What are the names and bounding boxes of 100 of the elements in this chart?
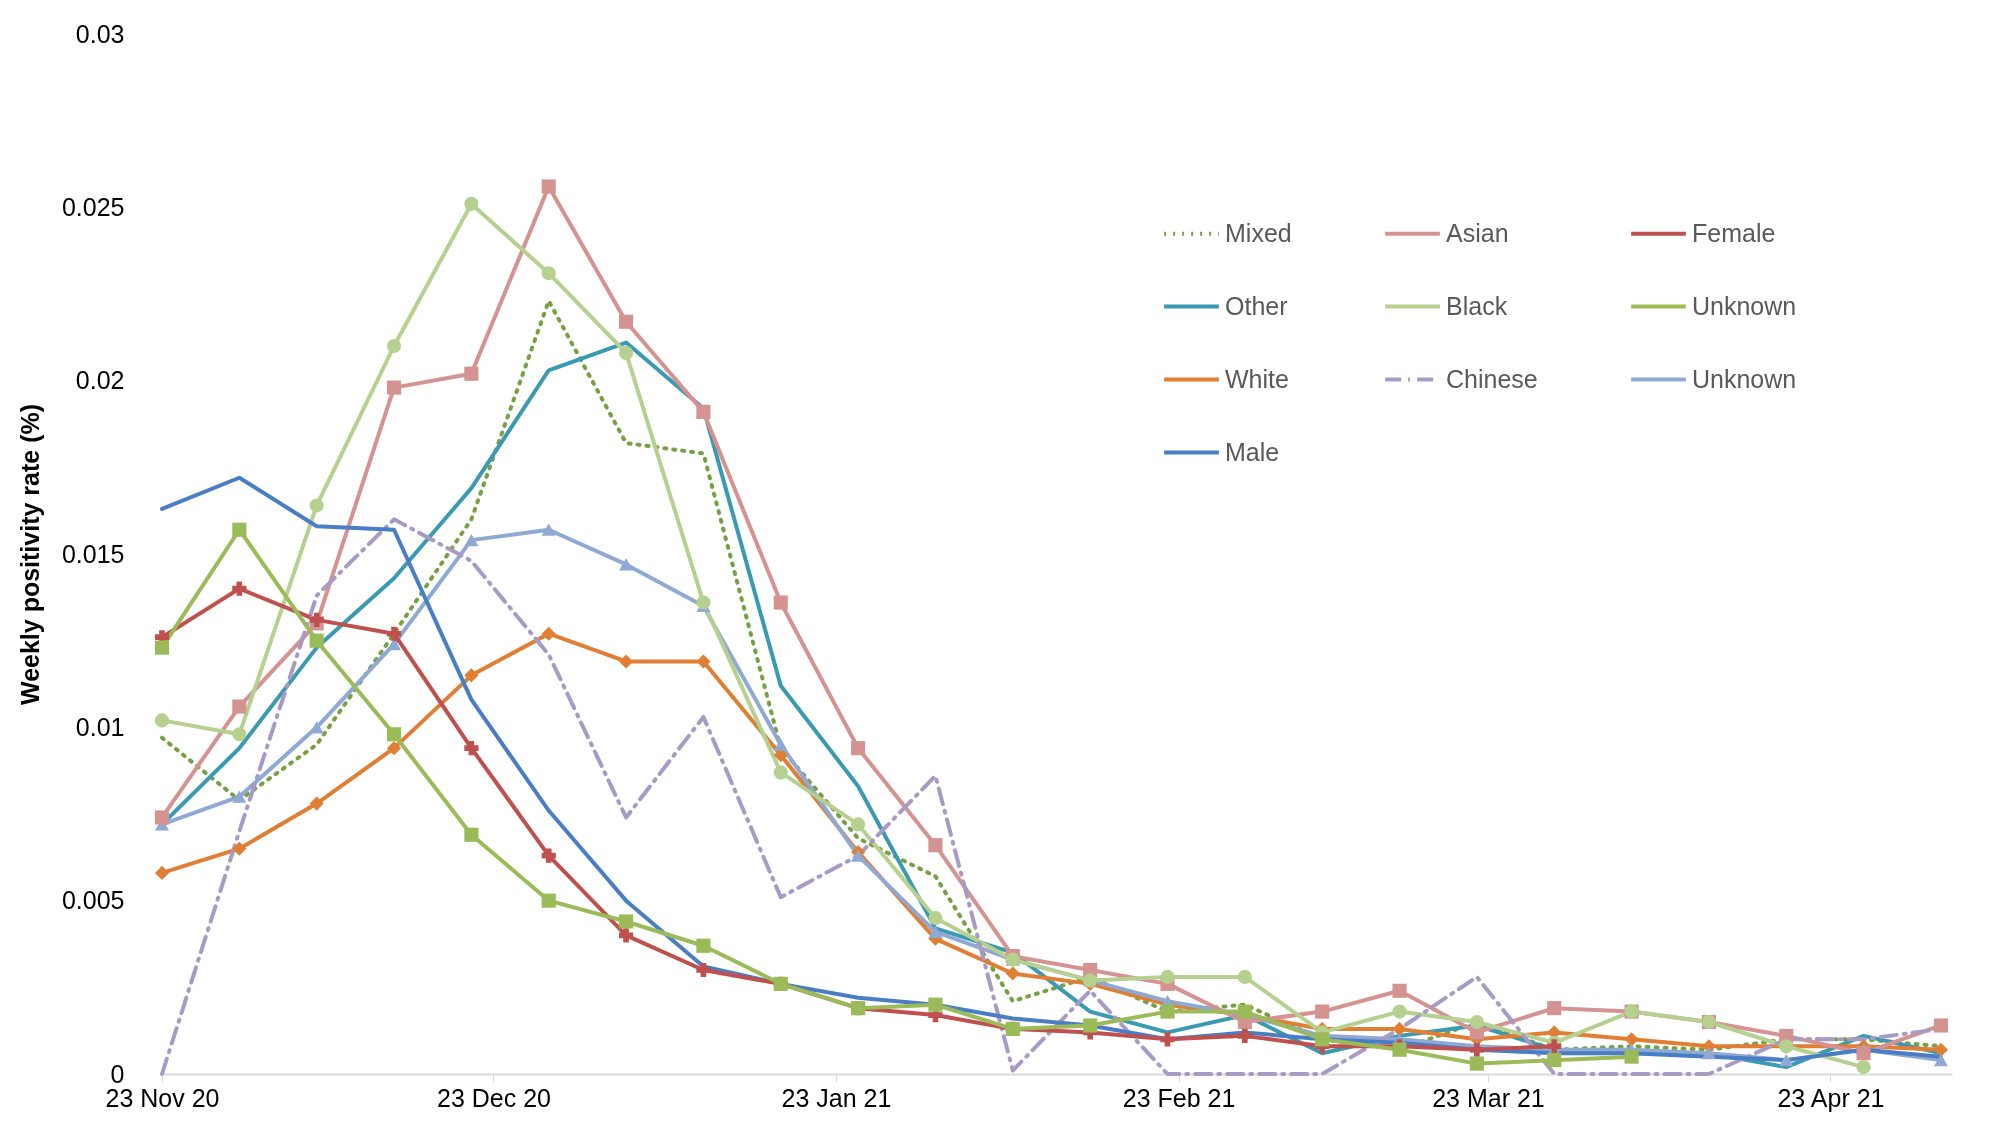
legend-label: Chinese	[1446, 364, 1538, 393]
legend-label: Other	[1225, 291, 1288, 320]
y-tick-label: 0.025	[61, 192, 125, 221]
point	[928, 997, 943, 1012]
point	[386, 741, 402, 756]
point	[928, 838, 943, 853]
point	[619, 914, 634, 929]
legend-label: Asian	[1446, 218, 1509, 247]
point	[309, 498, 324, 513]
point	[309, 612, 324, 627]
point	[1237, 969, 1252, 984]
point	[1315, 1004, 1330, 1019]
point	[619, 345, 634, 360]
point	[1237, 1028, 1252, 1043]
legend-label: White	[1225, 364, 1289, 393]
y-tick-label: 0.005	[61, 886, 125, 915]
point	[1933, 1018, 1949, 1033]
point	[464, 534, 479, 547]
point	[1701, 1047, 1716, 1060]
point	[1392, 1004, 1407, 1019]
point	[1624, 1049, 1639, 1064]
point	[1469, 1056, 1484, 1071]
y-tick-label: 0.03	[75, 19, 125, 48]
point	[773, 738, 788, 751]
point	[386, 727, 402, 742]
legend-label: Female	[1692, 218, 1776, 247]
legend-label: Male	[1225, 437, 1280, 466]
point	[1392, 983, 1407, 998]
point	[154, 865, 170, 880]
point	[541, 893, 556, 908]
point	[541, 179, 556, 194]
point	[154, 810, 170, 825]
point	[1237, 1004, 1252, 1019]
point	[928, 910, 943, 926]
legend-label: Mixed	[1225, 218, 1292, 247]
point	[154, 640, 170, 655]
point	[464, 668, 479, 683]
point	[619, 654, 634, 669]
point	[851, 817, 866, 832]
y-tick-label: 0.02	[75, 366, 125, 395]
point	[1005, 966, 1020, 981]
x-tick-label: 23 Feb 21	[1122, 1083, 1236, 1112]
point	[773, 765, 788, 780]
point	[1933, 1054, 1949, 1067]
point	[696, 654, 711, 669]
point	[619, 314, 634, 329]
point	[541, 266, 556, 281]
point	[386, 338, 402, 354]
point	[232, 727, 247, 742]
point	[1160, 1004, 1175, 1019]
x-tick-label: 23 Dec 20	[437, 1083, 551, 1112]
point	[1547, 1001, 1562, 1016]
legend-label: Unknown	[1692, 291, 1797, 320]
y-axis-title: Weekly positivity rate (%)	[15, 403, 44, 706]
point	[1547, 1053, 1562, 1068]
point	[1083, 1018, 1098, 1033]
point	[1779, 1054, 1794, 1067]
point	[1547, 1039, 1562, 1054]
point	[619, 558, 634, 571]
point	[232, 790, 247, 803]
point	[1160, 969, 1175, 984]
point	[232, 699, 247, 714]
point	[619, 928, 634, 943]
point	[541, 848, 556, 863]
point	[1315, 1032, 1330, 1047]
y-tick-label: 0.015	[61, 539, 125, 568]
y-tick-label: 0.01	[75, 712, 125, 741]
point	[232, 841, 247, 856]
point	[464, 366, 479, 381]
point	[696, 404, 711, 419]
point	[232, 581, 247, 596]
point	[1469, 1014, 1484, 1030]
point	[386, 626, 402, 641]
point	[1469, 1042, 1484, 1057]
point	[1933, 1042, 1949, 1057]
point	[464, 741, 479, 756]
point	[1160, 1032, 1175, 1047]
x-tick-label: 23 Apr 21	[1777, 1083, 1885, 1112]
point	[386, 380, 402, 395]
point	[154, 713, 170, 728]
point	[1392, 1021, 1407, 1036]
point	[464, 827, 479, 842]
point	[1856, 1060, 1871, 1075]
x-tick-label: 23 Jan 21	[781, 1083, 892, 1112]
point	[232, 522, 247, 537]
point	[696, 962, 711, 978]
point	[1624, 1032, 1639, 1047]
point	[309, 796, 324, 811]
legend-label: Black	[1446, 291, 1508, 320]
point	[928, 925, 943, 938]
point	[464, 196, 479, 211]
point	[541, 523, 556, 536]
point	[851, 741, 866, 756]
x-tick-label: 23 Mar 21	[1432, 1083, 1545, 1112]
point	[309, 633, 324, 648]
point	[773, 595, 788, 610]
point	[541, 626, 556, 641]
legend-label: Unknown	[1692, 364, 1797, 393]
point	[386, 638, 402, 651]
point	[696, 938, 711, 953]
